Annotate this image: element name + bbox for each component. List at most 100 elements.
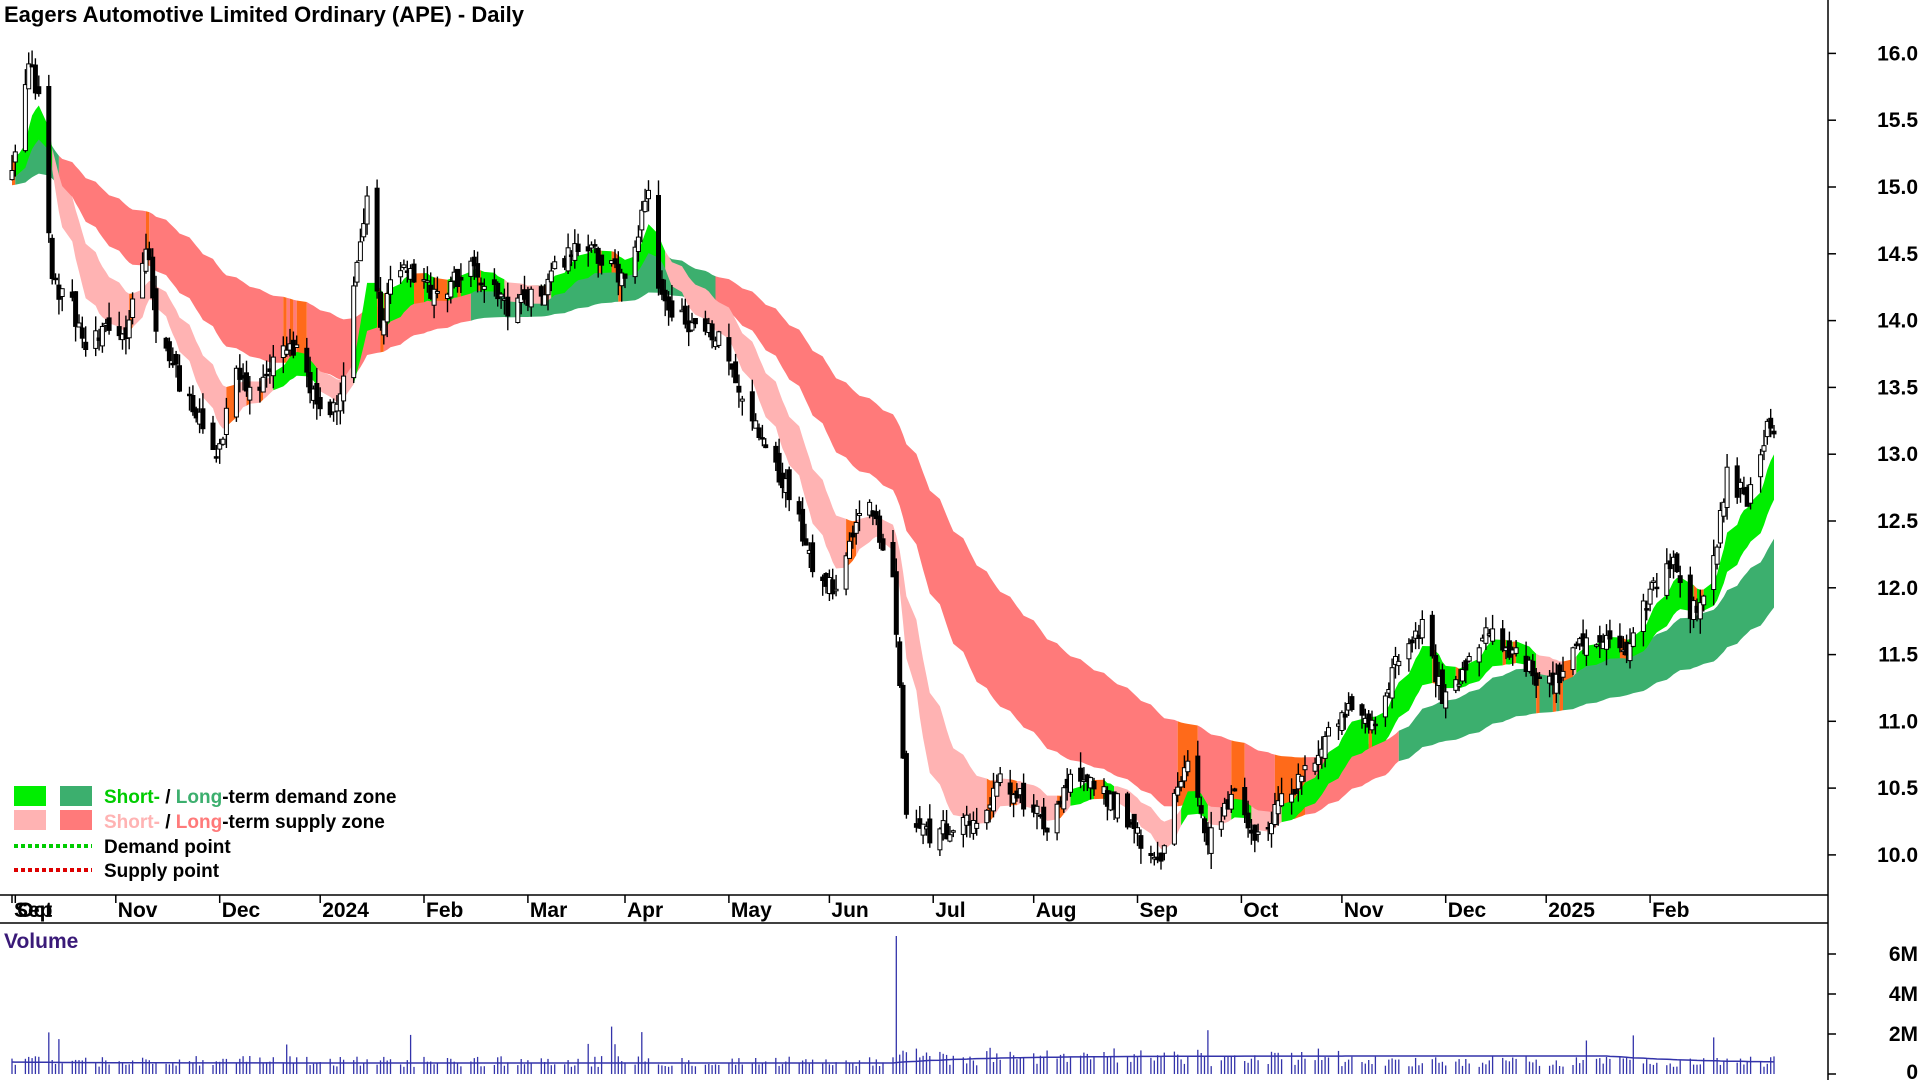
candle (612, 249, 618, 269)
candle (220, 436, 226, 446)
candle-body-down (49, 237, 55, 279)
candle (1041, 798, 1047, 836)
candle-body-down (1359, 704, 1365, 716)
candle-body-down (903, 753, 909, 815)
candle-body-up (1275, 800, 1281, 815)
price-tick-label: 15.0 (1877, 176, 1918, 199)
candle (424, 266, 430, 293)
candle (997, 767, 1003, 787)
volume-bars (11, 936, 1775, 1074)
candle (378, 277, 383, 331)
candle-body-down (166, 341, 172, 362)
candle-body-up (1382, 695, 1388, 718)
candle-body-up (1443, 691, 1449, 709)
candle-body-up (381, 319, 387, 336)
candle (1460, 661, 1465, 684)
candle-body-down (1677, 575, 1683, 584)
candle (247, 376, 253, 415)
candle-body-up (515, 297, 521, 324)
candle (458, 263, 464, 293)
candle (1158, 852, 1164, 870)
candle-body-up (354, 261, 360, 283)
short-term-zone-segment-6 (236, 381, 247, 418)
candle-body-up (1560, 670, 1566, 678)
candle (927, 804, 933, 848)
candle-body-down (1597, 635, 1603, 643)
candle (1171, 789, 1177, 846)
candle (1255, 823, 1261, 843)
candle-body-down (1654, 586, 1660, 590)
candle (947, 826, 953, 843)
candle (1466, 652, 1472, 663)
candle-body-up (384, 293, 390, 323)
candle-body-up (140, 262, 146, 299)
candle-body-up (1697, 602, 1703, 620)
legend: Short- / Long-term demand zone Short- / … (14, 786, 396, 882)
short-term-zone-segment-29 (551, 248, 599, 298)
candle-body-down (873, 511, 879, 520)
candle-body-up (1054, 803, 1060, 834)
candle (1312, 757, 1318, 775)
candle-body-down (1158, 852, 1164, 862)
candle-body-down (1530, 660, 1536, 677)
candle-body-up (1135, 827, 1140, 834)
candle-body-up (1315, 754, 1321, 766)
long-term-zone-segment-22 (1305, 730, 1399, 815)
candle-body-down (897, 641, 903, 687)
candle-body-up (1758, 454, 1764, 478)
candle-body-up (59, 288, 65, 298)
candle (1537, 672, 1542, 679)
candle (213, 445, 219, 463)
candle-body-down (213, 456, 219, 459)
candle-body-down (890, 542, 896, 578)
candle-body-down (505, 296, 511, 317)
candle-body-down (585, 246, 591, 252)
candle (79, 316, 85, 349)
short-term-zone-segment-10 (263, 372, 274, 400)
candle-body-up (1717, 510, 1723, 544)
candle (1711, 539, 1717, 606)
candle-body-down (374, 187, 380, 292)
candle-body-down (1429, 614, 1435, 657)
candle-body-up (1175, 786, 1181, 796)
candle (548, 262, 554, 292)
candle-body-up (1222, 802, 1228, 817)
candle (763, 438, 769, 449)
candle-body-up (1289, 793, 1295, 803)
candle-body-down (1439, 669, 1445, 705)
candle-body-up (388, 279, 393, 295)
candle-body-up (1748, 484, 1754, 504)
candle (1570, 646, 1576, 676)
candle-body-up (1228, 793, 1234, 810)
candle-body-down (796, 501, 802, 515)
candle (1272, 792, 1278, 828)
candle (890, 530, 896, 578)
candle (964, 805, 970, 838)
short-term-zone-segment-36 (856, 515, 987, 824)
candle-body-down (314, 383, 320, 405)
candle (1650, 577, 1656, 591)
candle (217, 438, 223, 464)
candle-body-up (1701, 595, 1707, 606)
candle (237, 354, 243, 393)
volume-axis-ticks: 6M 4M 2M 0 (1828, 943, 1918, 1080)
price-tick-label: 10.0 (1877, 844, 1918, 867)
candle-body-down (1644, 608, 1650, 611)
volume-average-line (11, 1055, 1775, 1064)
candle-body-down (1500, 628, 1506, 651)
price-tick-label: 16.0 (1877, 42, 1918, 65)
candle-body-up (565, 247, 571, 272)
candle-body-up (1627, 643, 1633, 662)
short-term-zone-segment-2 (52, 148, 130, 333)
candle (1724, 454, 1730, 520)
candle-body-up (833, 588, 839, 592)
candle-body-up (220, 438, 226, 445)
candle-body-up (351, 285, 357, 379)
candle-body-down (116, 326, 122, 337)
candle-body-down (304, 347, 310, 373)
candle (1007, 769, 1013, 807)
candle-body-down (803, 538, 809, 546)
candle (1195, 740, 1201, 807)
candle (622, 273, 628, 289)
candle (1674, 552, 1680, 573)
